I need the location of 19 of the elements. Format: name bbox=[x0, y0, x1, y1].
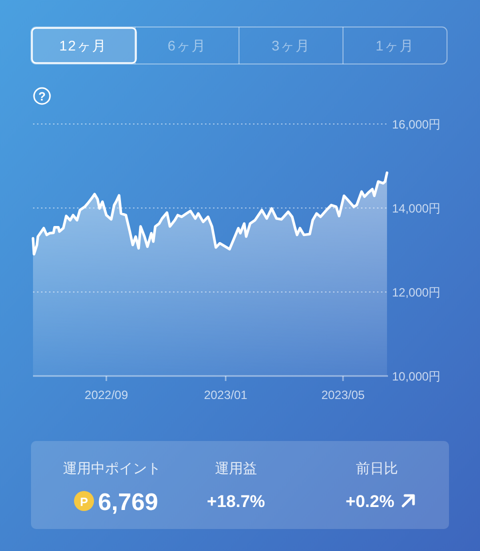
text: 運用中ポイント bbox=[63, 460, 161, 476]
text: 6,769 bbox=[98, 489, 158, 516]
text: 12ヶ月 bbox=[59, 38, 107, 54]
text: 1ヶ月 bbox=[376, 38, 414, 54]
text: ? bbox=[38, 90, 46, 104]
text: 3ヶ月 bbox=[272, 38, 310, 54]
y-tick-label: 10,000円 bbox=[392, 370, 441, 384]
x-tick-label: 2023/05 bbox=[321, 388, 366, 402]
x-tick-label: 2022/09 bbox=[84, 388, 128, 402]
text: 6ヶ月 bbox=[168, 38, 206, 54]
y-tick-label: 12,000円 bbox=[392, 286, 441, 300]
text: 運用益 bbox=[215, 460, 257, 476]
text: P bbox=[80, 495, 88, 509]
text: +0.2% bbox=[346, 492, 394, 511]
text: +18.7% bbox=[206, 492, 266, 511]
y-tick-label: 16,000円 bbox=[392, 118, 441, 132]
x-tick-label: 2023/01 bbox=[204, 388, 248, 402]
y-tick-label: 14,000円 bbox=[392, 202, 441, 216]
text: 前日比 bbox=[356, 460, 398, 476]
